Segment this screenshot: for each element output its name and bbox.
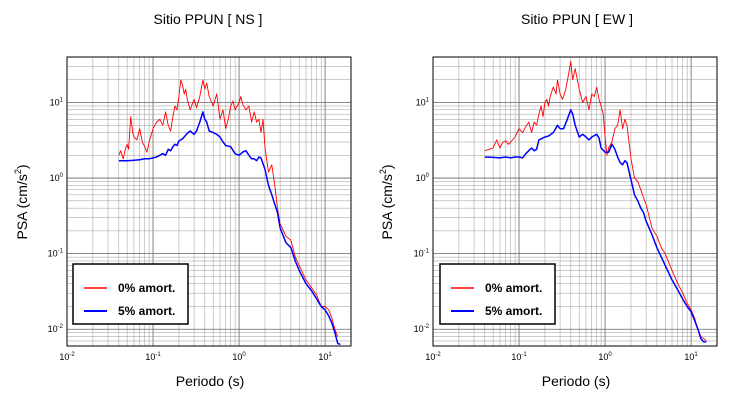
y-tick-label: 100 (416, 173, 430, 183)
y-axis-label-sup: 2 (378, 169, 388, 174)
chart-panel-ew: Sitio PPUN [ EW ] 10-2 10-1 100 101 10-2 10-1… (378, 11, 718, 389)
grid (66, 56, 352, 347)
plot-frame (432, 56, 718, 347)
series-lines (484, 60, 707, 343)
series-line-0pct-damping (484, 60, 707, 342)
x-tick-label: 10-2 (425, 352, 441, 362)
series-lines (118, 79, 341, 346)
chart-title: Sitio PPUN [ NS ] (154, 11, 263, 27)
legend: 0% amort. 5% amort. (72, 263, 189, 325)
y-axis-label-sup: 2 (13, 169, 23, 174)
legend-label-0: 0% amort. (485, 281, 542, 295)
x-tick-label: 10-1 (511, 352, 527, 362)
y-tick-label: 10-2 (48, 324, 64, 334)
x-tick-label: 100 (232, 352, 246, 362)
x-tick-label: 10-1 (145, 352, 161, 362)
x-axis-label: Periodo (s) (542, 373, 610, 389)
tick-labels: 10-2 10-1 100 101 10-2 10-1 100 101 (414, 98, 699, 362)
y-axis-label-close: ) (379, 164, 395, 169)
x-tick-label: 101 (684, 352, 698, 362)
plot-frame (66, 56, 352, 347)
legend-label-0: 0% amort. (118, 281, 175, 295)
series-line-5pct-damping (484, 109, 707, 343)
y-tick-label: 100 (50, 173, 64, 183)
y-tick-label: 10-1 (414, 249, 430, 259)
y-axis-label: PSA (cm/s2) (13, 164, 30, 239)
y-axis-label: PSA (cm/s2) (378, 164, 395, 239)
y-axis-label-main: PSA (cm/s (379, 174, 395, 239)
x-tick-label: 10-2 (59, 352, 75, 362)
legend-label-1: 5% amort. (485, 304, 542, 318)
x-axis-label: Periodo (s) (176, 373, 244, 389)
y-axis-label-close: ) (14, 164, 30, 169)
y-tick-label: 101 (50, 98, 64, 108)
chart-panel-ns: Sitio PPUN [ NS ] 10-2 10-1 100 101 10-2 10-1… (13, 11, 352, 389)
legend-box (72, 263, 189, 325)
x-tick-label: 100 (598, 352, 612, 362)
series-line-5pct-damping (118, 111, 341, 346)
legend-box (439, 263, 556, 325)
y-tick-label: 10-2 (414, 324, 430, 334)
legend-label-1: 5% amort. (118, 304, 175, 318)
legend: 0% amort. 5% amort. (439, 263, 556, 325)
chart-title: Sitio PPUN [ EW ] (521, 11, 633, 27)
y-tick-label: 10-1 (48, 249, 64, 259)
y-tick-label: 101 (416, 98, 430, 108)
y-axis-label-main: PSA (cm/s (14, 174, 30, 239)
x-tick-label: 101 (318, 352, 332, 362)
tick-labels: 10-2 10-1 100 101 10-2 10-1 100 101 (48, 98, 333, 362)
